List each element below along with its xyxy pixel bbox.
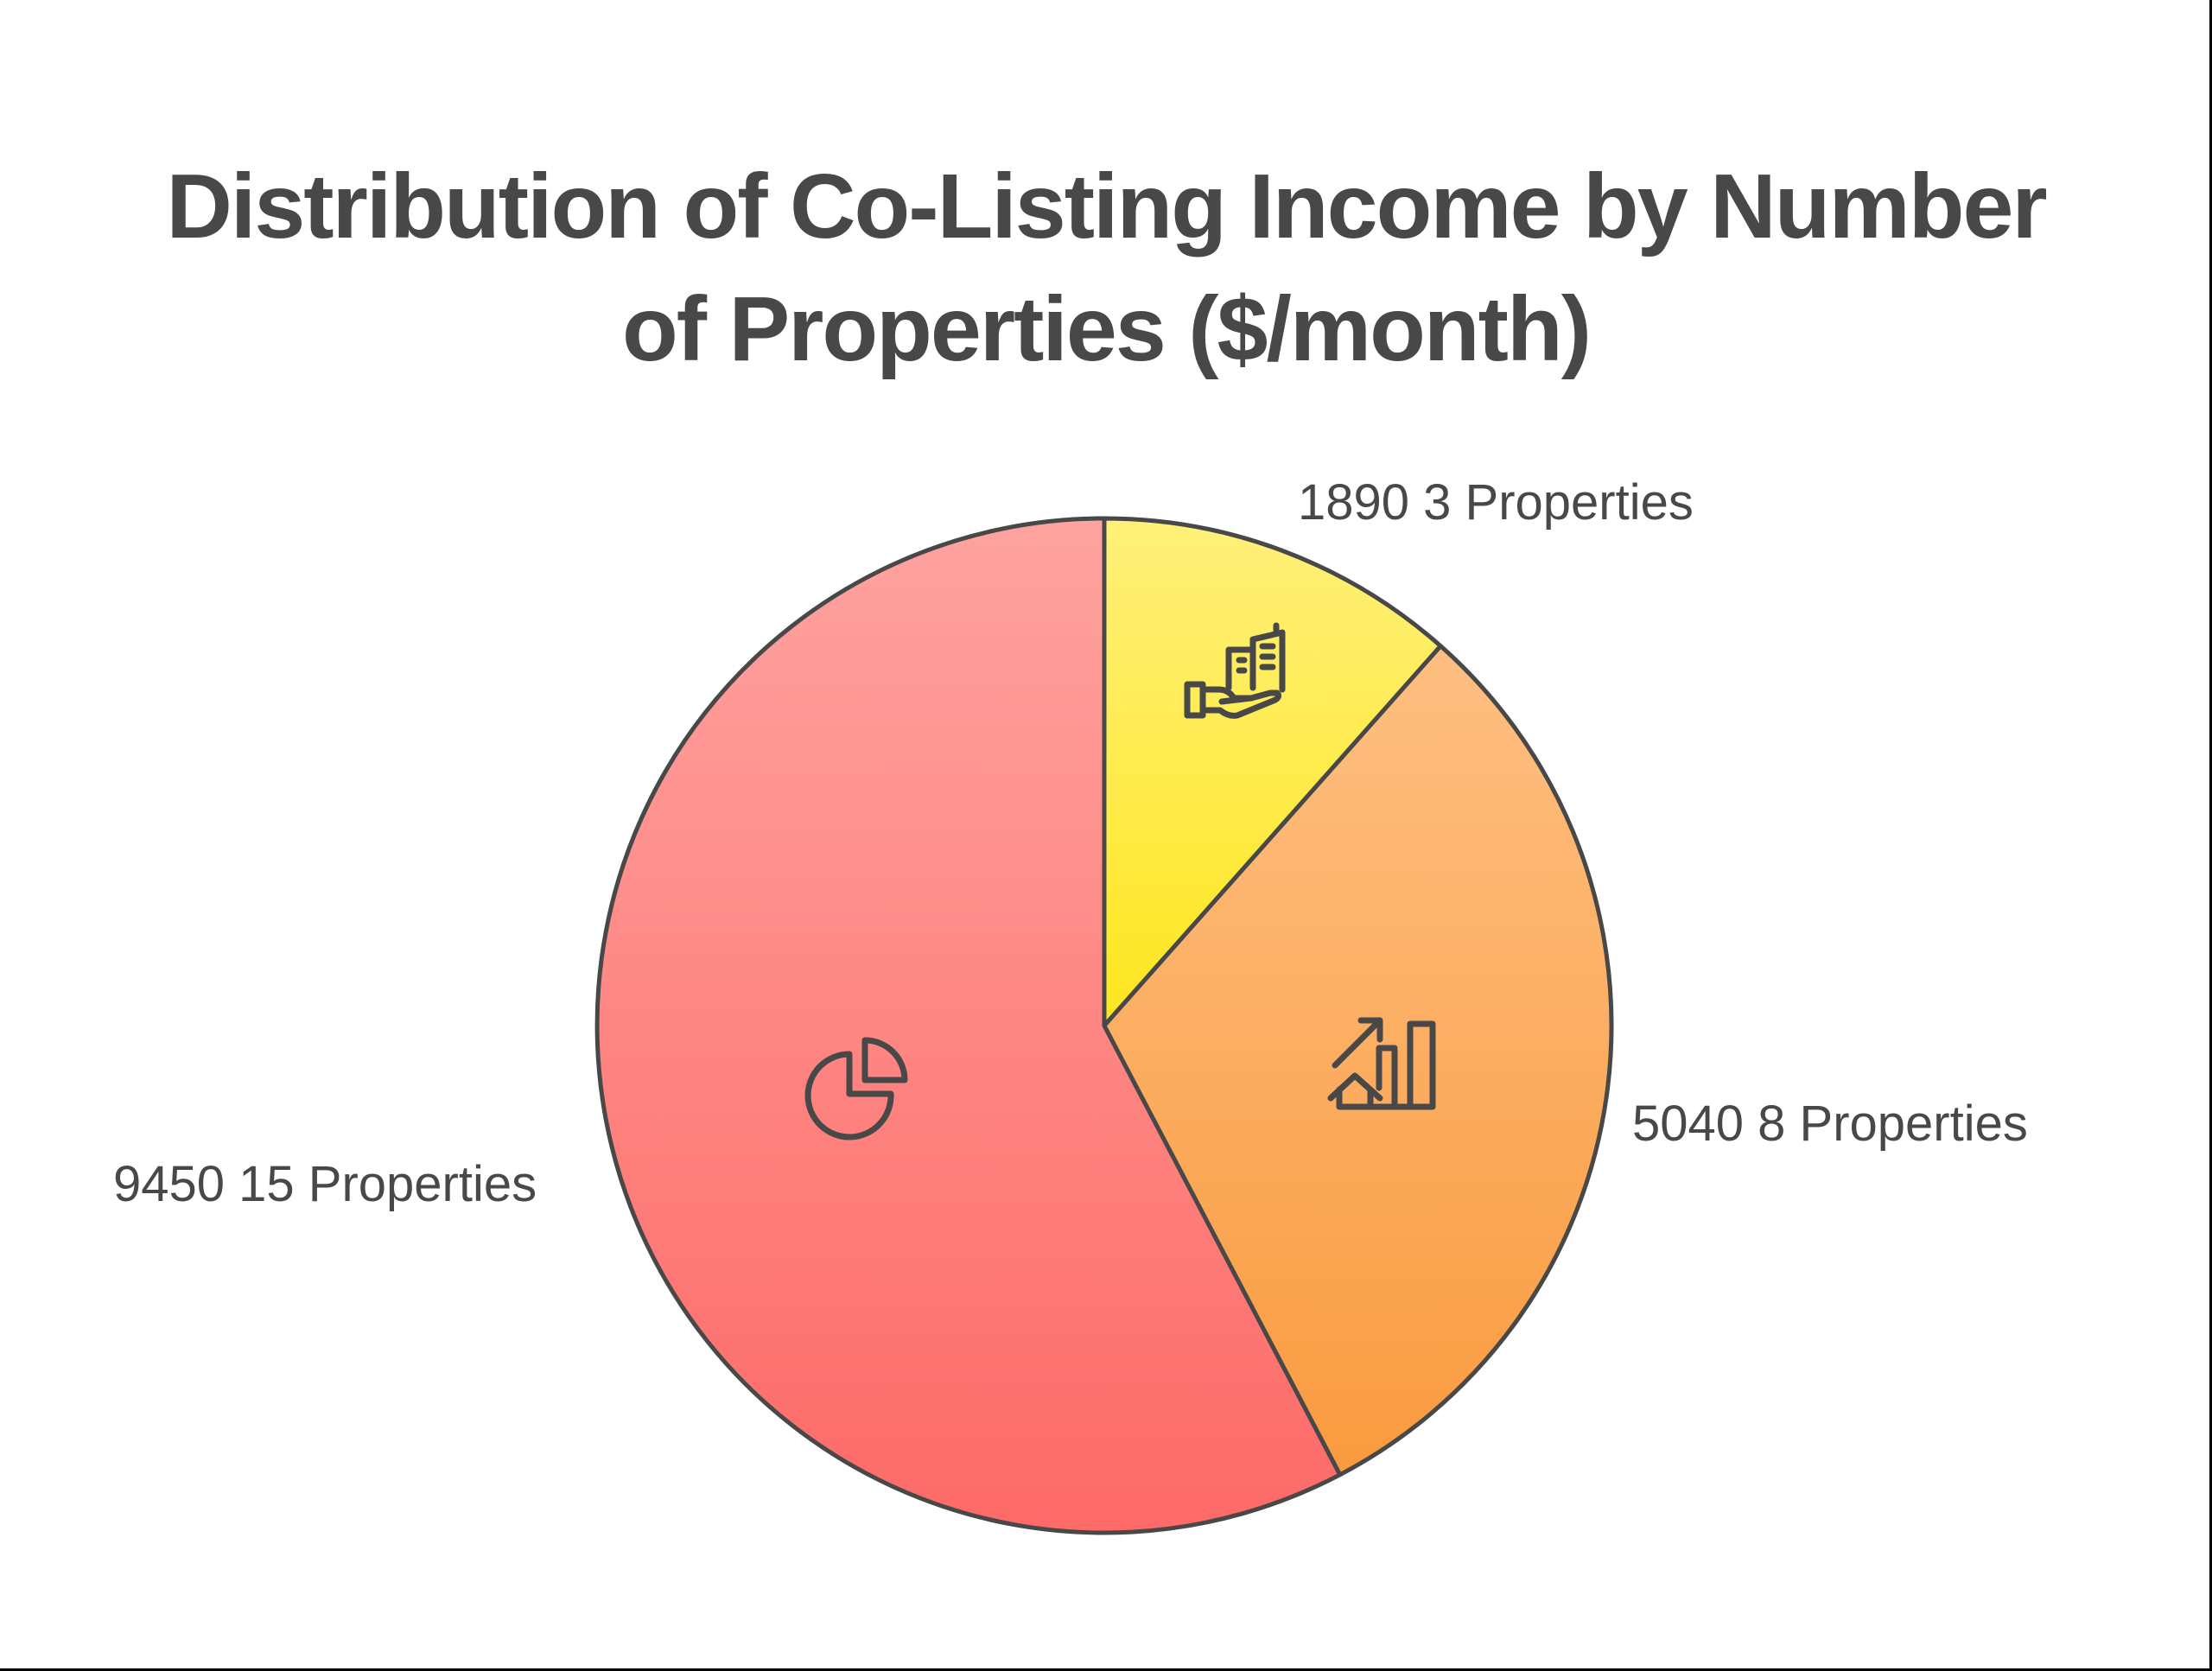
slice-label-15-properties: 9450 15 Properties [113, 1156, 537, 1212]
chart-title-line-2: of Properties ($/month) [621, 278, 1592, 380]
house-growth-chart-icon [1327, 1017, 1436, 1110]
pie-slice-8-properties[interactable] [1102, 644, 1614, 1477]
chart-title: Distribution of Co-Listing Income by Num… [0, 145, 2212, 391]
slice-label-8-properties: 5040 8 Properties [1632, 1096, 2028, 1152]
pie-chart-icon [804, 1037, 908, 1140]
hand-holding-buildings-icon [1184, 622, 1286, 719]
slice-label-3-properties: 1890 3 Properties [1298, 474, 1694, 531]
chart-title-line-1: Distribution of Co-Listing Income by Num… [166, 156, 2047, 257]
pie-slice-3-properties[interactable] [1102, 516, 1443, 1028]
pie-slice-15-properties[interactable] [594, 516, 1343, 1535]
